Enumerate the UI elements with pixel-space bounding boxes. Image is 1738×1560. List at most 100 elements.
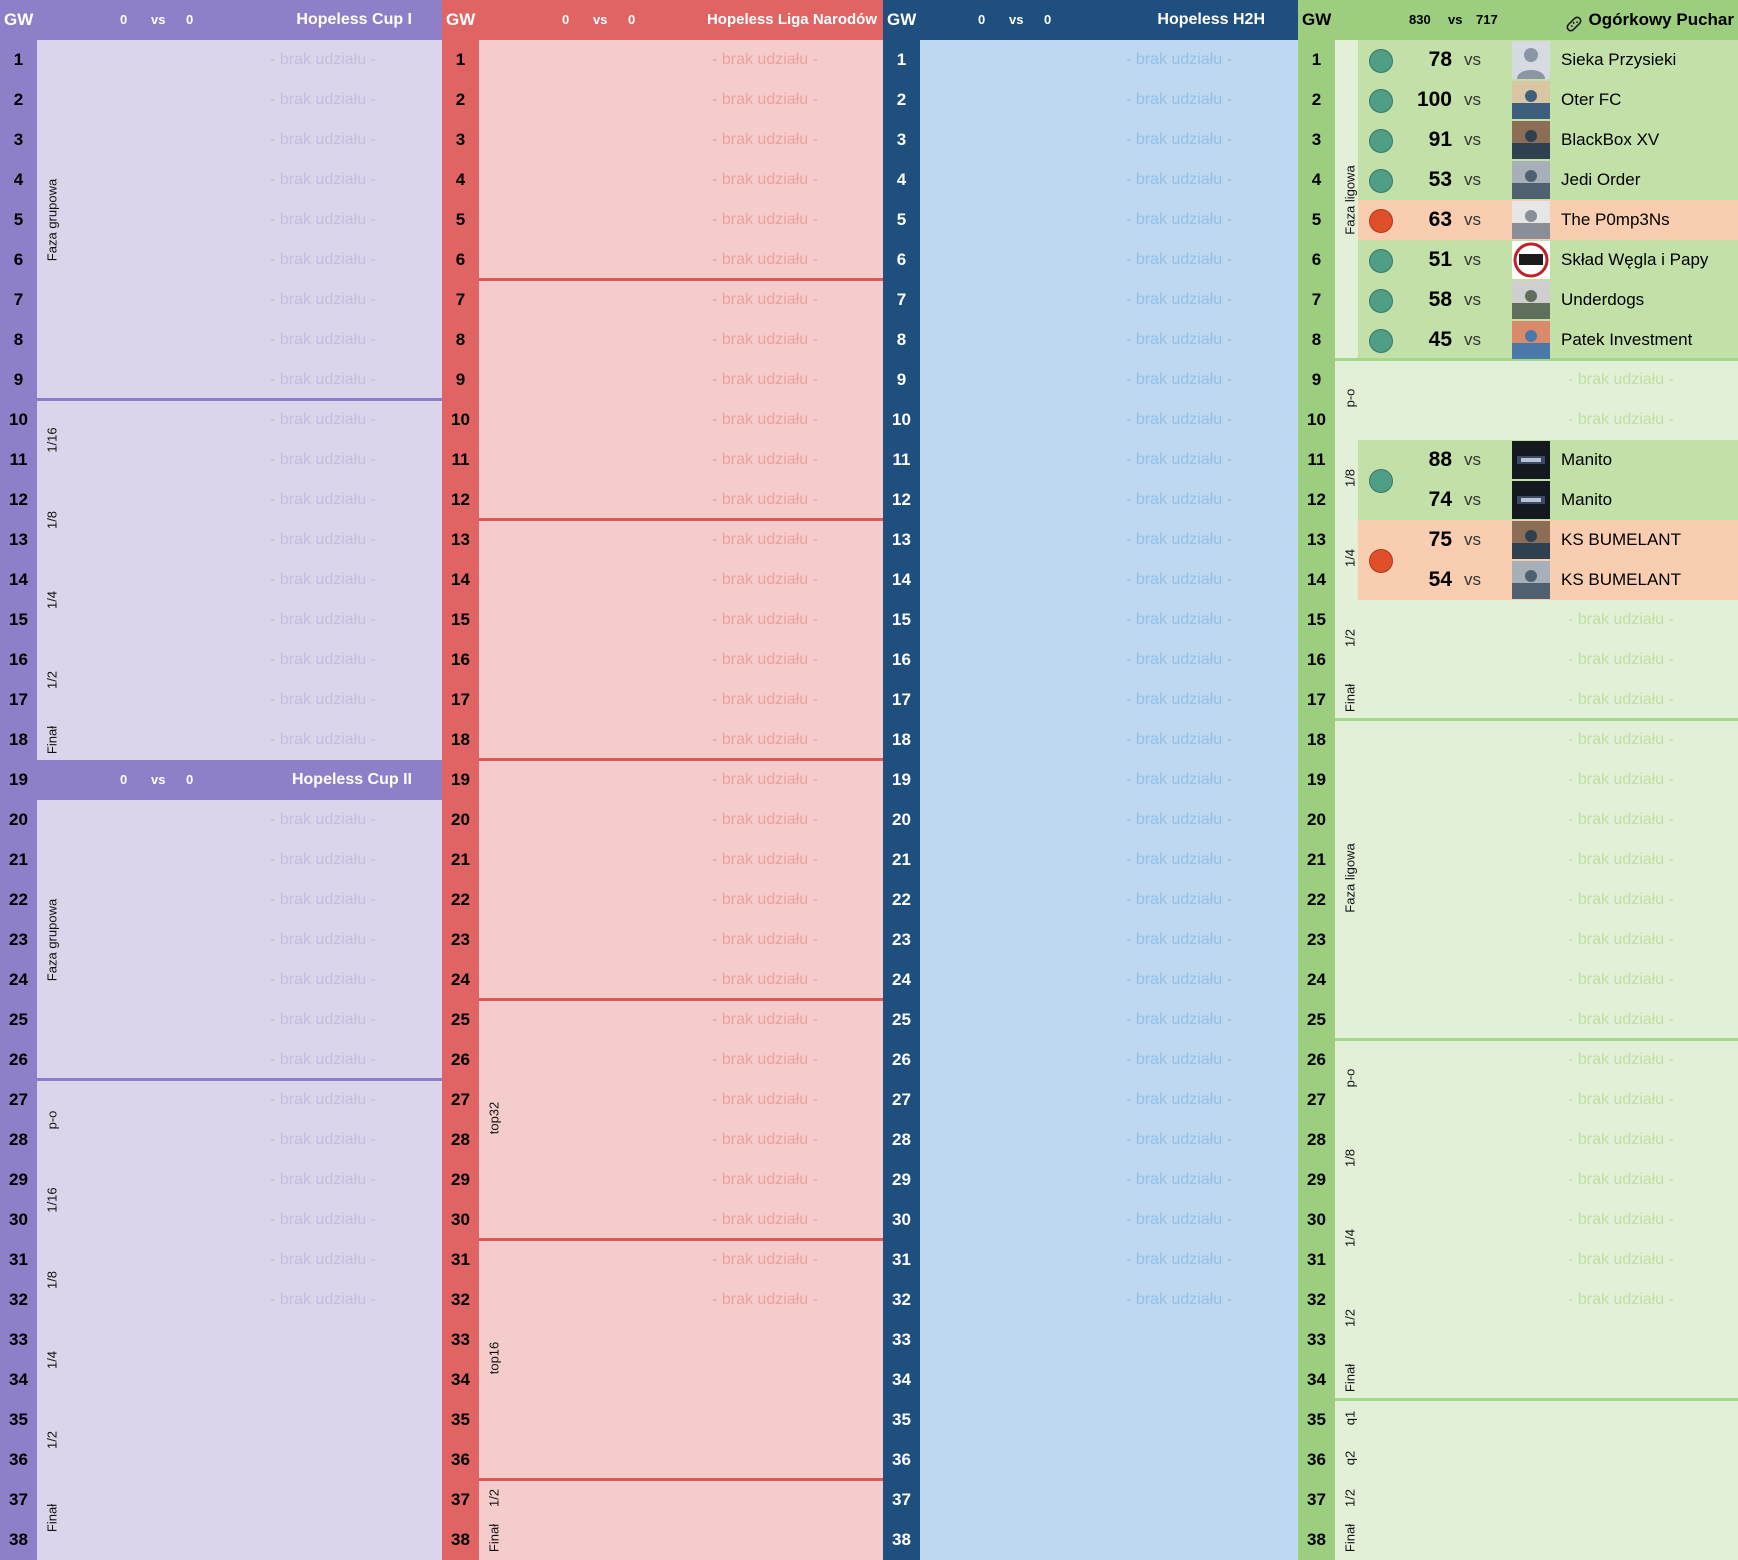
gw-number: 5 xyxy=(1311,210,1322,229)
placeholder-no-participation: - brak udziału - xyxy=(712,1051,818,1068)
placeholder-no-participation: - brak udziału - xyxy=(712,171,818,188)
placeholder-no-participation: - brak udziału - xyxy=(1568,971,1674,988)
opponent-team-name[interactable]: Patek Investment xyxy=(1561,330,1693,349)
gw-number: 38 xyxy=(892,1530,911,1549)
placeholder-no-participation: - brak udziału - xyxy=(1126,411,1232,428)
placeholder-no-participation: - brak udziału - xyxy=(1568,1011,1674,1028)
placeholder-no-participation: - brak udziału - xyxy=(1126,931,1232,948)
placeholder-no-participation: - brak udziału - xyxy=(1126,1291,1232,1308)
my-score: 63 xyxy=(1428,208,1452,231)
section-divider xyxy=(479,758,883,761)
placeholder-no-participation: - brak udziału - xyxy=(270,571,376,588)
phase-label: 1/2 xyxy=(1342,1488,1358,1508)
placeholder-no-participation: - brak udziału - xyxy=(1126,251,1232,268)
match-row[interactable]: 53vs33Jedi Order xyxy=(1298,160,1738,200)
gw-number: 4 xyxy=(13,170,24,189)
gw-number: 33 xyxy=(1307,1330,1326,1349)
placeholder-no-participation: - brak udziału - xyxy=(1126,491,1232,508)
opponent-team-name[interactable]: KS BUMELANT xyxy=(1561,530,1681,549)
match-row[interactable]: 45vs33Patek Investment xyxy=(1298,320,1738,360)
gw-number: 15 xyxy=(451,610,470,629)
gw-number: 18 xyxy=(892,730,911,749)
loss-indicator-dot xyxy=(1369,209,1393,233)
gw-number: 14 xyxy=(892,570,911,589)
placeholder-no-participation: - brak udziału - xyxy=(1126,51,1232,68)
gw-number: 21 xyxy=(1307,850,1326,869)
match-row[interactable]: 58vs49Underdogs xyxy=(1298,280,1738,320)
opponent-team-name[interactable]: Oter FC xyxy=(1561,90,1622,109)
opponent-team-name[interactable]: Underdogs xyxy=(1561,290,1645,309)
match-row[interactable]: 91vs73BlackBox XV xyxy=(1298,120,1738,160)
placeholder-no-participation: - brak udziału - xyxy=(270,1051,376,1068)
gw-number: 15 xyxy=(1307,610,1326,629)
gw-column: 1 2 3 4 5 6 7 8 9 10 11 12 13 14 15 16 17 18 19 20 21 22 23 24 2… xyxy=(442,0,479,1560)
header-score-right: 0 xyxy=(628,12,636,27)
placeholder-no-participation: - brak udziału - xyxy=(1568,1171,1674,1188)
opponent-team-name[interactable]: Manito xyxy=(1561,490,1613,509)
phase-label: 1/8 xyxy=(44,510,60,530)
opponent-team-name[interactable]: Jedi Order xyxy=(1561,170,1641,189)
gw-number: 6 xyxy=(455,250,466,269)
match-row[interactable]: 51vs33Skład Węgla i Papy xyxy=(1298,240,1738,280)
my-score: 54 xyxy=(1428,568,1452,591)
gw-number: 18 xyxy=(451,730,470,749)
opponent-team-name[interactable]: Sieka Przysieki xyxy=(1561,50,1677,69)
gw-header-label: GW xyxy=(446,10,476,29)
match-row[interactable]: 75vs97KS BUMELANT xyxy=(1298,520,1738,573)
placeholder-no-participation: - brak udziału - xyxy=(712,91,818,108)
opponent-team-name[interactable]: KS BUMELANT xyxy=(1561,570,1681,589)
opponent-team-name[interactable]: BlackBox XV xyxy=(1561,130,1660,149)
opponent-team-name[interactable]: Skład Węgla i Papy xyxy=(1561,250,1709,269)
gw-number: 16 xyxy=(892,650,911,669)
gw-number: 29 xyxy=(1307,1170,1326,1189)
gw-column: 1 2 3 4 5 6 7 8 9 10 11 12 13 14 15 16 17 18 19 20 21 22 23 24 2… xyxy=(1298,0,1335,1560)
gw-number: 12 xyxy=(9,490,28,509)
placeholder-no-participation: - brak udziału - xyxy=(1126,451,1232,468)
cup2-header: 19 0 vs 0 Hopeless Cup II xyxy=(0,760,442,800)
placeholder-no-participation: - brak udziału - xyxy=(1126,1251,1232,1268)
phase-label: 1/2 xyxy=(44,1430,60,1450)
default-user-avatar xyxy=(1512,41,1550,79)
placeholder-no-participation: - brak udziału - xyxy=(712,331,818,348)
phase-label: 1/16 xyxy=(44,427,60,453)
match-row[interactable]: 54vs57KS BUMELANT xyxy=(1298,560,1738,600)
gw-number: 6 xyxy=(13,250,24,269)
opponent-team-name[interactable]: The P0mp3Ns xyxy=(1561,210,1670,229)
placeholder-no-participation: - brak udziału - xyxy=(712,491,818,508)
header-score-left: 0 xyxy=(562,12,570,27)
liga-header: GW 0 vs 0 Hopeless Liga Narodów xyxy=(442,0,883,40)
placeholder-no-participation: - brak udziału - xyxy=(1568,891,1674,908)
phase-label: Finał xyxy=(44,1503,60,1533)
gw-number: 20 xyxy=(1307,810,1326,829)
gw-number: 17 xyxy=(892,690,911,709)
gw-number: 26 xyxy=(9,1050,28,1069)
match-row[interactable]: 78vs57Sieka Przysieki xyxy=(1298,40,1738,80)
gw-number: 29 xyxy=(9,1170,28,1189)
gw-number: 10 xyxy=(9,410,28,429)
gw-number: 11 xyxy=(892,450,911,469)
match-row[interactable]: 74vs57Manito xyxy=(1298,480,1738,520)
phase-label: 1/8 xyxy=(1342,468,1358,488)
placeholder-no-participation: - brak udziału - xyxy=(1126,1011,1232,1028)
match-row[interactable]: 100vs72Oter FC xyxy=(1298,80,1738,120)
phase-label: Faza ligowa xyxy=(1342,843,1358,913)
placeholder-no-participation: - brak udziału - xyxy=(1568,731,1674,748)
gw-number: 8 xyxy=(13,330,24,349)
placeholder-no-participation: - brak udziału - xyxy=(270,691,376,708)
opponent-team-name[interactable]: Manito xyxy=(1561,450,1613,469)
placeholder-no-participation: - brak udziału - xyxy=(1568,1131,1674,1148)
gw-number: 21 xyxy=(451,850,470,869)
h2h-header: GW 0 vs 0 Hopeless H2H xyxy=(883,0,1298,40)
section-divider xyxy=(1335,1398,1738,1401)
gw-number: 37 xyxy=(1307,1490,1326,1509)
gw-number: 21 xyxy=(892,850,911,869)
placeholder-no-participation: - brak udziału - xyxy=(712,371,818,388)
gw-number: 6 xyxy=(896,250,907,269)
placeholder-no-participation: - brak udziału - xyxy=(270,171,376,188)
placeholder-no-participation: - brak udziału - xyxy=(1126,131,1232,148)
placeholder-no-participation: - brak udziału - xyxy=(270,1011,376,1028)
gw-number: 9 xyxy=(896,370,907,389)
match-row[interactable]: 88vs70Manito xyxy=(1298,440,1738,493)
match-row[interactable]: 63vs86The P0mp3Ns xyxy=(1298,200,1738,240)
